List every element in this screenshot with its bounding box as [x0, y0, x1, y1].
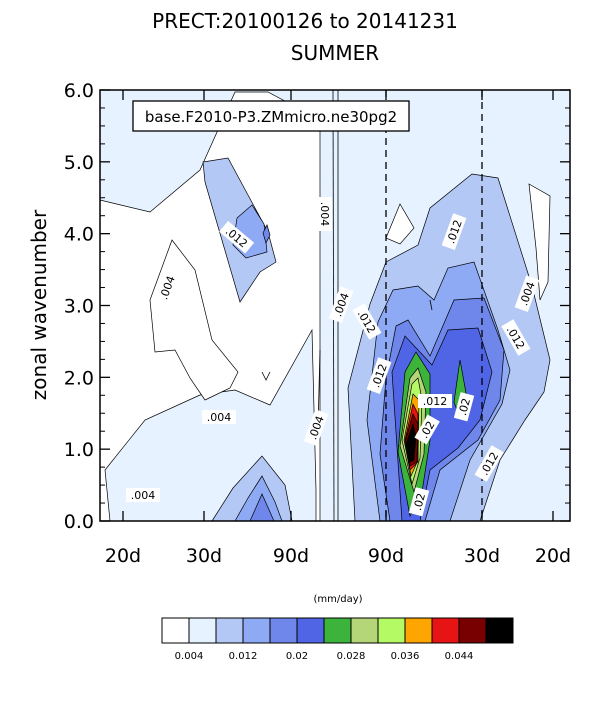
contour-label-bg	[318, 197, 332, 231]
colorbar-swatch	[161, 617, 190, 644]
contour-label-bg	[408, 487, 430, 517]
contour-label-bg	[474, 445, 504, 482]
contour-fill-region	[385, 203, 415, 245]
y-tick-label: 2.0	[64, 367, 94, 389]
colorbar-swatch	[242, 617, 271, 644]
colorbar-tick-label: 0.02	[286, 651, 308, 662]
plot-area: .004.004.004.004.004.004.004.012.012.012…	[27, 80, 571, 567]
colorbar-tick-label: 0.036	[391, 651, 420, 662]
contour-label-bg	[366, 357, 392, 395]
contour-label-bg	[202, 410, 236, 424]
colorbar-swatch	[377, 617, 406, 644]
contour-label-text: .02	[411, 492, 428, 512]
colorbar-swatch	[404, 617, 433, 644]
contour-label-text: .004	[207, 411, 232, 424]
y-tick-labels: 0.0 1.0 2.0 3.0 4.0 5.0 6.0	[64, 80, 94, 533]
colorbar-swatch	[215, 617, 244, 644]
contour-label: .02	[408, 487, 430, 517]
colorbar-tick-label: 0.012	[229, 651, 258, 662]
colorbar: (mm/day) 0.004 0.012 0.02 0.028 0.036 0.044	[161, 594, 514, 662]
y-tick-label: 6.0	[64, 80, 94, 102]
contour-fill-region	[262, 224, 271, 244]
colorbar-swatch	[188, 617, 217, 644]
contour-label-bg	[303, 409, 329, 447]
contour-label: .004	[202, 410, 236, 424]
contour-label-text: .004	[131, 489, 156, 502]
colorbar-tick-label: 0.044	[445, 651, 474, 662]
contour-label-bg	[514, 275, 540, 313]
y-tick-label: 1.0	[64, 439, 94, 461]
colorbar-swatch	[323, 617, 352, 644]
contour-line	[261, 371, 271, 381]
chart-title: PRECT:20100126 to 20141231	[152, 9, 458, 33]
y-axis-label: zonal wavenumber	[27, 209, 51, 400]
x-tick-label: 30d	[186, 545, 222, 567]
contour-label-bg	[219, 220, 255, 254]
x-tick-label: 20d	[535, 545, 571, 567]
colorbar-swatch	[296, 617, 325, 644]
colorbar-swatch	[458, 617, 487, 644]
contour-label-bg	[126, 488, 160, 502]
case-label-box: base.F2010-P3.ZMmicro.ne30pg2	[132, 100, 410, 132]
contour-label-bg	[453, 392, 475, 422]
contour-label: .004	[318, 197, 332, 231]
contour-label-text: .004	[318, 202, 331, 227]
contour-label-bg	[328, 286, 354, 324]
case-label: base.F2010-P3.ZMmicro.ne30pg2	[145, 108, 397, 126]
contour-fill-region	[405, 422, 417, 463]
colorbar-boxes	[161, 617, 514, 644]
contour-label-bg	[418, 394, 452, 408]
contour-line	[429, 299, 433, 311]
contour-label-bg	[441, 213, 467, 251]
x-tick-labels: 20d 30d 90d 90d 30d 20d	[105, 545, 571, 567]
chart-subtitle: SUMMER	[291, 41, 379, 65]
x-tick-label: 90d	[368, 545, 404, 567]
contour-label-text: .02	[456, 397, 473, 417]
y-tick-label: 4.0	[64, 224, 94, 246]
colorbar-tick-label: 0.028	[337, 651, 366, 662]
colorbar-labels: 0.004 0.012 0.02 0.028 0.036 0.044	[175, 651, 474, 662]
axis-ticks	[100, 89, 570, 522]
colorbar-swatch	[431, 617, 460, 644]
x-tick-label: 20d	[105, 545, 141, 567]
colorbar-tick-label: 0.004	[175, 651, 204, 662]
contour-label: .02	[453, 392, 475, 422]
contour-label: .012	[418, 394, 452, 408]
contour-label-bg	[414, 414, 440, 445]
y-tick-label: 3.0	[64, 296, 94, 318]
x-tick-label: 30d	[464, 545, 500, 567]
x-tick-label: 90d	[273, 545, 309, 567]
contour-labels: .004.004.004.004.004.004.004.012.012.012…	[126, 197, 540, 517]
contour-label-text: .012	[423, 395, 448, 408]
contour-label-bg	[154, 269, 180, 307]
contour-label-bg	[501, 319, 531, 356]
contour-fill-region	[528, 183, 551, 301]
colorbar-swatch	[350, 617, 379, 644]
y-tick-label: 0.0	[64, 511, 94, 533]
colorbar-unit: (mm/day)	[313, 594, 362, 605]
colorbar-swatch	[485, 617, 514, 644]
contour-label-bg	[352, 303, 382, 340]
y-tick-label: 5.0	[64, 152, 94, 174]
contour-label: .004	[126, 488, 160, 502]
colorbar-swatch	[269, 617, 298, 644]
